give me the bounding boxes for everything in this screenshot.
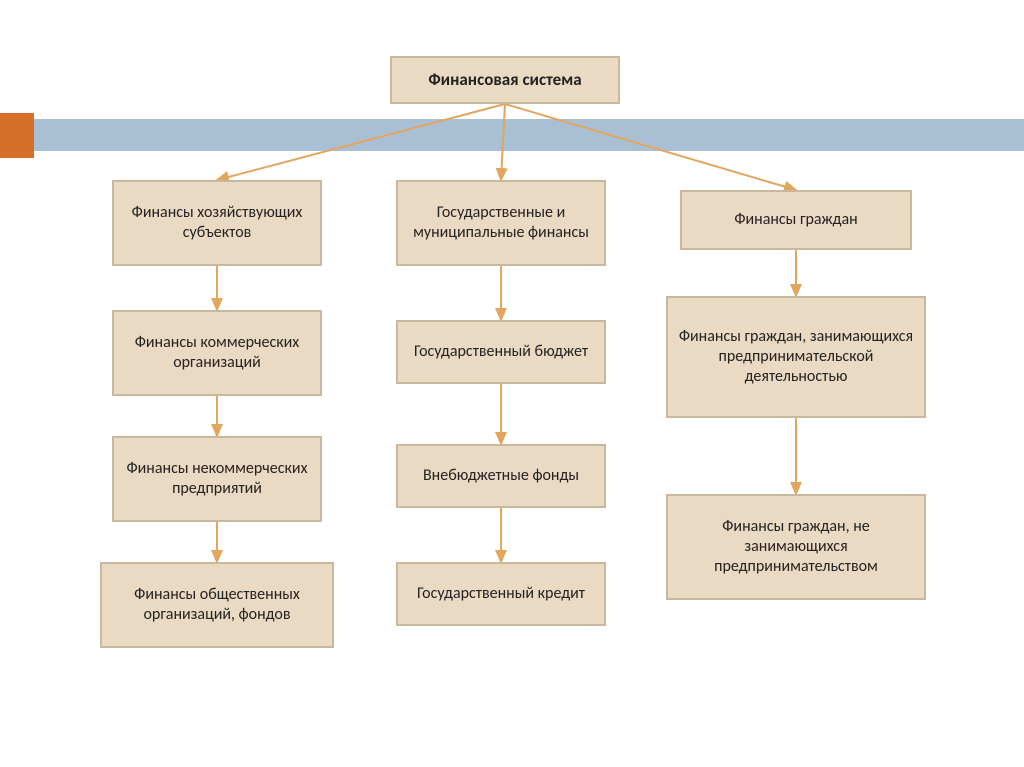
- node: Внебюджетные фонды: [396, 444, 606, 508]
- root-node: Финансовая система: [390, 56, 620, 104]
- accent-left-bar: [0, 113, 34, 158]
- node-label: Внебюджетные фонды: [423, 466, 579, 486]
- node-label: Финансы граждан, не занимающихся предпри…: [678, 517, 914, 577]
- node-label: Финансы хозяйствующих субъектов: [124, 203, 310, 243]
- node: Финансы граждан: [680, 190, 912, 250]
- accent-horizontal-bar: [34, 119, 1024, 151]
- node-label: Финансы коммерческих организаций: [124, 333, 310, 373]
- node-label: Финансы граждан: [734, 210, 857, 230]
- node: Финансы некоммерческих предприятий: [112, 436, 322, 522]
- node: Финансы общественных организаций, фондов: [100, 562, 334, 648]
- node: Государственные и муниципальные финансы: [396, 180, 606, 266]
- node-label: Государственный кредит: [417, 584, 585, 604]
- node: Финансы граждан, не занимающихся предпри…: [666, 494, 926, 600]
- node: Финансы коммерческих организаций: [112, 310, 322, 396]
- node-label: Государственные и муниципальные финансы: [408, 203, 594, 243]
- node-label: Финансовая система: [428, 69, 581, 90]
- node: Государственный кредит: [396, 562, 606, 626]
- node: Финансы граждан, занимающихся предприним…: [666, 296, 926, 418]
- node-label: Финансы граждан, занимающихся предприним…: [678, 327, 914, 387]
- node: Государственный бюджет: [396, 320, 606, 384]
- node-label: Финансы общественных организаций, фондов: [112, 585, 322, 625]
- node-label: Финансы некоммерческих предприятий: [124, 459, 310, 499]
- node-label: Государственный бюджет: [414, 342, 588, 362]
- node: Финансы хозяйствующих субъектов: [112, 180, 322, 266]
